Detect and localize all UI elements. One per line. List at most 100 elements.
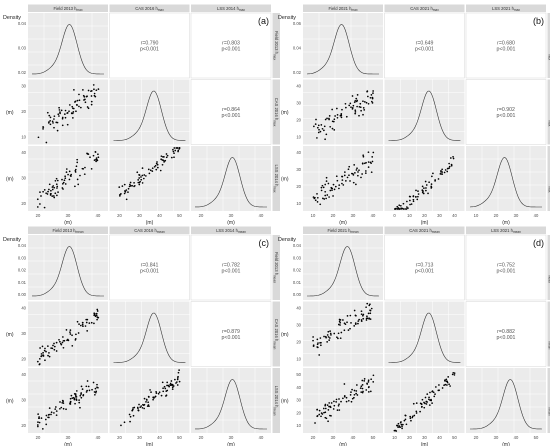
scatter-point <box>330 333 332 336</box>
scatter-point <box>38 417 40 420</box>
scatter-point <box>321 184 324 187</box>
scatter-point <box>316 137 318 139</box>
column-header: LSS 2021 hmean <box>491 228 521 234</box>
x-tick-label: 40 <box>452 213 457 218</box>
scatter-point <box>146 399 148 401</box>
scatter-point <box>84 101 87 104</box>
scatter-point <box>366 302 369 305</box>
scatter-point <box>363 378 366 380</box>
scatter-point <box>356 167 358 170</box>
panel-a: Field 2013 hmax CAS 2016 hmax LSS 2014 hma… <box>3 4 280 226</box>
scatter-point <box>441 171 444 173</box>
scatter-point <box>328 339 331 341</box>
row-header-strip <box>547 146 550 211</box>
scatter-point <box>425 400 428 403</box>
scatter-point <box>72 107 74 110</box>
y-tick-label: 10 <box>296 357 301 362</box>
scatter-point <box>160 158 162 161</box>
x-tick-label: 50 <box>177 213 182 218</box>
scatter-point <box>329 332 332 335</box>
scatter-point <box>412 200 415 203</box>
scatter-point <box>359 387 362 389</box>
scatter-point <box>76 99 79 102</box>
scatter-point <box>345 115 348 118</box>
scatter-point <box>79 174 81 177</box>
scatter-point <box>161 381 164 384</box>
x-axis-label: (m) <box>146 442 154 446</box>
scatter-point <box>177 371 180 374</box>
scatter-point <box>96 318 98 321</box>
scatter-point <box>338 403 340 406</box>
scatter-point <box>415 410 418 413</box>
scatter-point <box>419 410 421 413</box>
y-axis-label: (m) <box>6 332 14 338</box>
plot-cell <box>303 13 383 78</box>
x-tick-label: 30 <box>422 435 427 440</box>
scatter-point <box>96 310 99 312</box>
scatter-point <box>396 205 399 208</box>
scatter-point <box>49 193 52 195</box>
scatter-point <box>77 332 80 334</box>
scatter-point <box>42 190 44 193</box>
scatter-point <box>365 319 368 321</box>
scatter-point <box>415 402 418 404</box>
scatter-point <box>421 191 424 194</box>
scatter-point <box>319 341 321 344</box>
scatter-point <box>365 306 367 309</box>
scatter-point <box>54 179 57 182</box>
scatter-point <box>120 192 122 195</box>
correlation-p: p<0.001 <box>222 269 241 275</box>
y-tick-label: 20 <box>296 340 301 345</box>
scatter-point <box>327 409 330 411</box>
y-tick-label: 0.00 <box>293 292 302 297</box>
scatter-point <box>430 185 433 188</box>
y-axis-label: (m) <box>281 399 289 405</box>
scatter-point <box>361 391 364 394</box>
scatter-point <box>415 412 418 414</box>
scatter-point <box>357 174 359 177</box>
scatter-point <box>320 124 323 126</box>
scatter-point <box>360 385 363 388</box>
scatter-point <box>45 192 47 195</box>
plot-cell <box>384 368 465 433</box>
x-tick-label: 30 <box>351 213 356 218</box>
scatter-point <box>372 90 374 92</box>
scatter-point <box>326 340 328 343</box>
row-header: Field 2013 hmax <box>273 31 279 60</box>
scatter-point <box>63 339 66 342</box>
scatter-point <box>341 108 343 111</box>
scatter-point <box>152 398 154 401</box>
scatter-point <box>155 168 158 171</box>
scatter-point <box>328 117 330 120</box>
row-header: LSS 2021 hmean <box>548 386 550 416</box>
scatter-point <box>78 99 81 102</box>
x-tick-label: 20 <box>36 435 41 440</box>
y-tick-label: 0.01 <box>18 280 27 285</box>
scatter-point <box>72 111 75 113</box>
scatter-point <box>338 398 340 400</box>
scatter-point <box>176 384 179 386</box>
scatter-point <box>84 325 87 327</box>
scatter-point <box>132 414 135 417</box>
scatter-point <box>168 385 170 388</box>
scatter-point <box>316 192 318 195</box>
panel-letter: (a) <box>258 16 269 26</box>
row-header-strip <box>272 368 280 433</box>
row-header-strip <box>272 301 280 367</box>
scatter-point <box>53 345 56 348</box>
scatter-point <box>53 118 55 120</box>
scatter-point <box>316 201 319 203</box>
scatter-point <box>405 423 408 426</box>
scatter-point <box>48 352 50 354</box>
scatter-point <box>129 415 132 418</box>
scatter-point <box>71 344 74 347</box>
scatter-point <box>415 196 417 198</box>
scatter-point <box>166 381 169 384</box>
scatter-point <box>94 393 96 396</box>
row-header: Field 2021 hmax <box>548 31 550 60</box>
scatter-point <box>350 391 352 393</box>
correlation-p: p<0.001 <box>497 47 516 53</box>
scatter-point <box>75 399 78 401</box>
scatter-point <box>365 161 367 164</box>
scatter-point <box>123 421 126 424</box>
